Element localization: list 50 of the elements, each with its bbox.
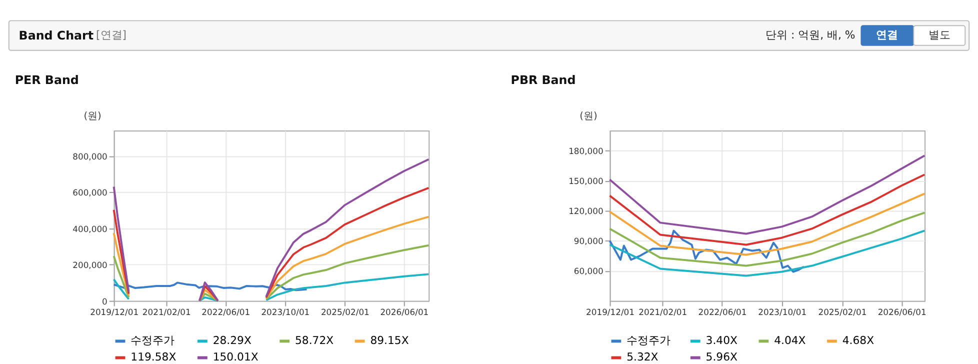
line-series: [608, 154, 926, 235]
line-series: [608, 192, 926, 256]
x-tick-label: 2019/12/01: [90, 307, 139, 318]
legend-label: 수정주가: [130, 334, 175, 348]
y-tick-label: 0: [102, 296, 108, 306]
line-series: [112, 282, 308, 292]
x-tick-label: 2025/02/01: [320, 307, 370, 318]
y-tick-label: 150,000: [568, 176, 604, 186]
legend-label: 4.68X: [842, 334, 875, 348]
chart-title: PER Band: [14, 73, 79, 88]
text: 별도: [928, 28, 950, 42]
y-tick-label: 800,000: [72, 151, 108, 162]
y-tick-label: 60,000: [574, 266, 604, 276]
y-axis-title: (원): [580, 111, 598, 122]
text: [연결]: [96, 28, 127, 42]
y-axis-title: (원): [84, 111, 102, 122]
x-tick-label: 2026/06/01: [380, 307, 429, 318]
text: 연결: [876, 28, 898, 42]
legend-label: 3.40X: [706, 334, 738, 348]
x-tick-label: 2025/02/01: [818, 307, 867, 318]
x-tick-label: 2026/06/01: [878, 307, 926, 318]
x-tick-label: 2019/12/01: [586, 307, 634, 318]
legend-label: 119.58X: [130, 350, 177, 364]
x-tick-label: 2021/02/01: [638, 307, 688, 318]
x-tick-label: 2022/06/01: [698, 307, 747, 318]
line-series: [608, 212, 926, 267]
legend-label: 5.32X: [626, 350, 659, 364]
legend-label: 150.01X: [212, 350, 259, 364]
legend-label: 89.15X: [370, 334, 410, 348]
chart-title: PBR Band: [510, 73, 576, 88]
line-series: [608, 174, 926, 246]
line-series: [608, 230, 805, 273]
text: 단위 : 억원, 배, %: [766, 28, 856, 42]
y-tick-label: 400,000: [72, 224, 108, 234]
x-tick-label: 2023/10/01: [261, 307, 310, 318]
legend-label: 수정주가: [626, 334, 671, 348]
line-series: [608, 230, 926, 277]
y-tick-label: 200,000: [72, 260, 108, 270]
text: Band Chart: [18, 28, 94, 42]
y-tick-label: 180,000: [568, 146, 604, 156]
y-tick-label: 90,000: [574, 236, 604, 246]
y-tick-label: 600,000: [72, 188, 108, 198]
legend-label: 58.72X: [294, 334, 334, 348]
x-tick-label: 2022/06/01: [202, 307, 250, 318]
x-tick-label: 2023/10/01: [758, 307, 807, 318]
legend-label: 28.29X: [212, 334, 252, 348]
x-tick-label: 2021/02/01: [142, 307, 191, 318]
y-tick-label: 120,000: [568, 206, 604, 216]
legend-label: 5.96X: [706, 350, 738, 364]
legend-label: 4.04X: [774, 334, 806, 348]
